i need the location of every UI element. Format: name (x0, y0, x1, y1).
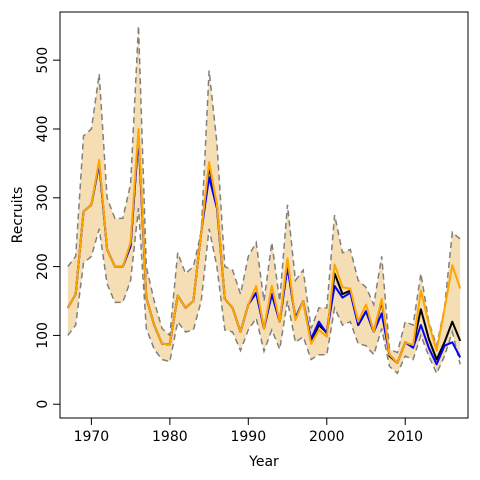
x-tick-label: 2000 (309, 429, 345, 445)
x-axis: 1970 1980 1990 2000 2010 (74, 418, 423, 445)
x-tick-label: 2010 (387, 429, 423, 445)
y-axis: 0 100 200 300 400 500 (35, 47, 60, 409)
y-tick-label: 400 (35, 116, 51, 143)
y-tick-label: 100 (35, 322, 51, 349)
y-axis-title: Recruits (10, 187, 26, 244)
y-tick-label: 200 (35, 253, 51, 280)
y-tick-label: 0 (35, 400, 51, 409)
y-tick-label: 500 (35, 47, 51, 74)
x-tick-label: 1970 (74, 429, 110, 445)
x-axis-title: Year (248, 454, 279, 470)
lower-bound-line (67, 208, 461, 376)
upper-bound-line (67, 25, 461, 354)
plot-frame (59, 11, 469, 419)
y-tick-label: 300 (35, 184, 51, 211)
series-line-3 (66, 128, 462, 364)
x-tick-label: 1980 (152, 429, 188, 445)
uncertainty-band (67, 25, 461, 374)
x-tick-label: 1990 (230, 429, 266, 445)
plot-layer (66, 25, 462, 376)
